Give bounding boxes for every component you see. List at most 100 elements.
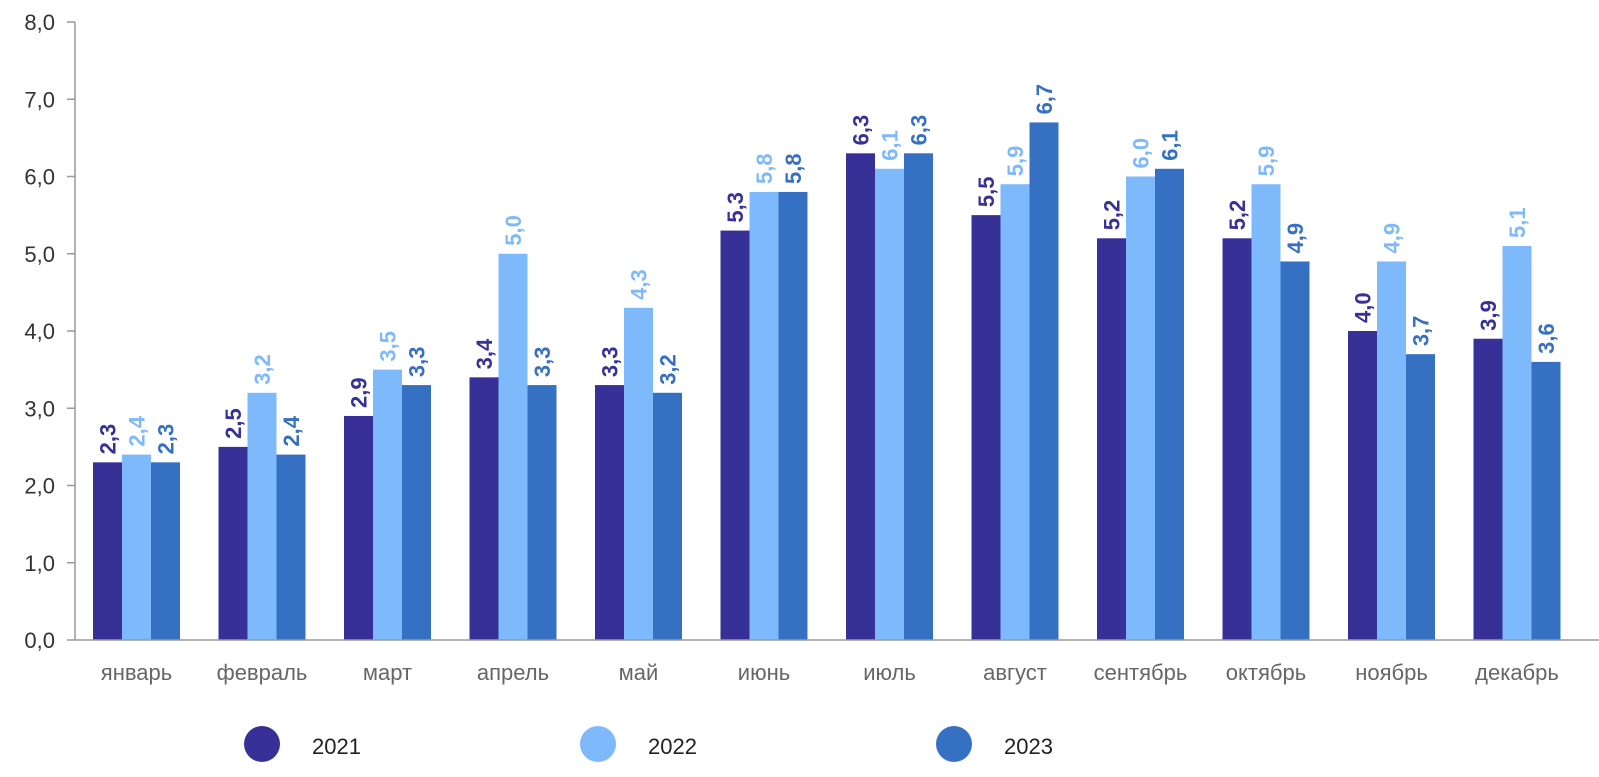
legend-label: 2021 <box>312 734 361 759</box>
data-label: 3,4 <box>472 338 497 369</box>
bar <box>373 369 402 640</box>
data-label: 2,5 <box>221 408 246 439</box>
data-label: 2,9 <box>347 377 372 408</box>
x-tick-label: май <box>619 660 659 685</box>
data-label: 6,3 <box>907 115 932 146</box>
y-tick-label: 5,0 <box>24 242 55 267</box>
data-label: 2,4 <box>279 415 304 446</box>
bar <box>276 454 306 640</box>
data-label: 5,1 <box>1505 207 1530 238</box>
bar <box>469 377 499 640</box>
bar <box>653 392 682 640</box>
bar <box>1097 238 1126 641</box>
y-tick-label: 2,0 <box>24 474 55 499</box>
bar <box>151 462 180 640</box>
data-label: 6,3 <box>849 115 874 146</box>
bar <box>1531 361 1561 640</box>
data-label: 5,3 <box>723 192 748 223</box>
data-label: 4,3 <box>627 269 652 300</box>
y-axis: 0,0 1,0 2,0 3,0 4,0 5,0 6,0 7,0 8,0 <box>24 10 76 653</box>
data-label: 3,2 <box>250 354 275 385</box>
x-tick-label: октябрь <box>1226 660 1306 685</box>
bar <box>93 462 122 640</box>
bar <box>122 454 151 640</box>
bar <box>971 215 1001 640</box>
data-label: 5,9 <box>1003 146 1028 177</box>
bar <box>1377 261 1406 640</box>
bar <box>624 307 653 640</box>
data-label: 4,9 <box>1283 223 1308 254</box>
bar <box>875 168 904 640</box>
bar <box>1502 246 1532 640</box>
bar <box>846 153 875 640</box>
legend: 2021 2022 2023 <box>244 726 1053 762</box>
legend-swatch <box>580 726 616 762</box>
x-tick-label: апрель <box>477 660 549 685</box>
data-label: 2,3 <box>96 424 121 455</box>
x-tick-label: август <box>983 660 1047 685</box>
data-label: 3,9 <box>1476 300 1501 331</box>
x-tick-label: март <box>363 660 412 685</box>
data-label: 5,2 <box>1100 200 1125 231</box>
bar <box>778 191 808 640</box>
bar <box>904 153 933 640</box>
x-tick-label: февраль <box>217 660 308 685</box>
data-label: 4,0 <box>1351 292 1376 323</box>
bar <box>1473 338 1503 640</box>
x-tick-label: ноябрь <box>1355 660 1428 685</box>
x-axis: январь февраль март апрель май июнь июль август… <box>75 639 1599 685</box>
bar <box>1280 261 1310 640</box>
data-label: 3,2 <box>656 354 681 385</box>
bar <box>1126 176 1155 640</box>
y-tick-label: 4,0 <box>24 319 55 344</box>
data-label: 3,3 <box>405 346 430 377</box>
data-label: 2,3 <box>154 424 179 455</box>
bar <box>218 446 248 640</box>
y-tick-label: 6,0 <box>24 165 55 190</box>
bar <box>344 415 373 640</box>
y-tick-label: 3,0 <box>24 396 55 421</box>
bar <box>1251 184 1281 640</box>
data-label: 3,3 <box>530 346 555 377</box>
bar <box>402 385 431 640</box>
data-label: 3,3 <box>598 346 623 377</box>
y-tick-label: 0,0 <box>24 628 55 653</box>
bar <box>1029 122 1059 641</box>
bar <box>1222 238 1252 641</box>
data-label: 3,5 <box>376 331 401 362</box>
data-label: 6,0 <box>1129 138 1154 169</box>
y-tick-label: 8,0 <box>24 10 55 35</box>
data-label: 5,8 <box>781 153 806 184</box>
legend-swatch <box>244 726 280 762</box>
data-label: 5,2 <box>1225 200 1250 231</box>
x-tick-label: июль <box>863 660 916 685</box>
data-label: 3,7 <box>1409 316 1434 347</box>
bar <box>1406 354 1435 640</box>
bar <box>749 191 779 640</box>
bars-group <box>93 122 1561 641</box>
data-label: 6,1 <box>878 130 903 161</box>
data-label: 5,9 <box>1254 146 1279 177</box>
data-labels-group: 2,3 2,4 2,32,53,22,42,93,53,3 3,45,03,3 3,34… <box>96 84 1560 454</box>
legend-label: 2023 <box>1004 734 1053 759</box>
x-tick-label: июнь <box>738 660 790 685</box>
legend-label: 2022 <box>648 734 697 759</box>
data-label: 6,7 <box>1032 84 1057 115</box>
x-tick-label: январь <box>101 660 172 685</box>
y-tick-label: 1,0 <box>24 551 55 576</box>
bar <box>498 253 528 640</box>
x-tick-label: сентябрь <box>1094 660 1188 685</box>
legend-swatch <box>936 726 972 762</box>
bar <box>247 392 277 640</box>
bar <box>720 230 750 640</box>
data-label: 6,1 <box>1158 130 1183 161</box>
data-label: 4,9 <box>1380 223 1405 254</box>
bar <box>1155 168 1184 640</box>
bar <box>1000 184 1030 640</box>
bar <box>527 385 557 640</box>
bar <box>1348 331 1377 640</box>
bar <box>595 385 624 640</box>
y-tick-label: 7,0 <box>24 87 55 112</box>
data-label: 2,4 <box>125 415 150 446</box>
